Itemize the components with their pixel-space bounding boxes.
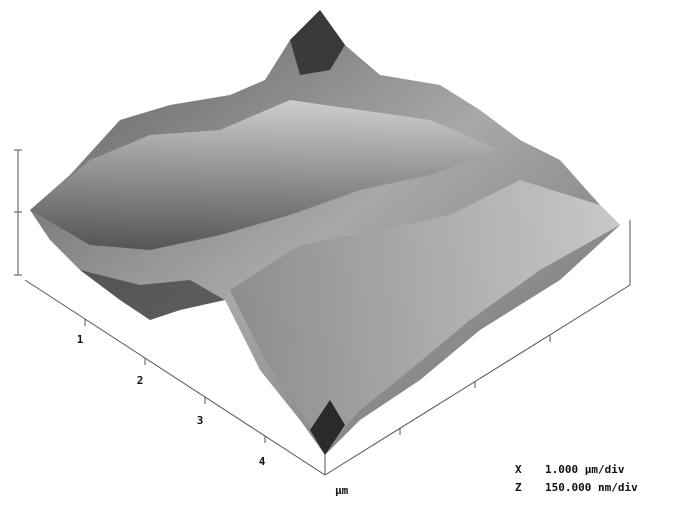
tick-label: 4 bbox=[259, 455, 266, 468]
tick-label: 1 bbox=[77, 333, 84, 346]
tick-label: 3 bbox=[197, 414, 204, 427]
scale-axis: Z bbox=[515, 481, 522, 494]
scale-value: 1.000 µm/div bbox=[545, 463, 625, 476]
scale-axis: X bbox=[515, 463, 522, 476]
afm-surface-figure: 1 2 3 4 µm X 1.000 µm/div Z 150.000 nm/d… bbox=[0, 0, 698, 507]
surface bbox=[30, 10, 620, 455]
tick-label: 2 bbox=[137, 374, 144, 387]
scale-value: 150.000 nm/div bbox=[545, 481, 638, 494]
axis-unit: µm bbox=[335, 484, 349, 497]
